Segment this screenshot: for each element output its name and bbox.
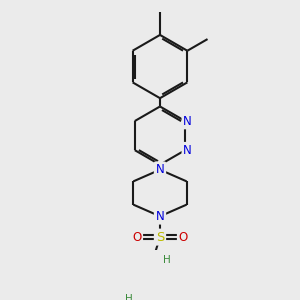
Text: N: N bbox=[156, 210, 164, 223]
Text: H: H bbox=[125, 294, 133, 300]
Text: N: N bbox=[156, 163, 164, 176]
Text: N: N bbox=[183, 144, 192, 157]
Text: O: O bbox=[132, 231, 141, 244]
Text: O: O bbox=[179, 231, 188, 244]
Text: N: N bbox=[183, 115, 192, 128]
Text: H: H bbox=[163, 255, 170, 265]
Text: S: S bbox=[156, 231, 164, 244]
